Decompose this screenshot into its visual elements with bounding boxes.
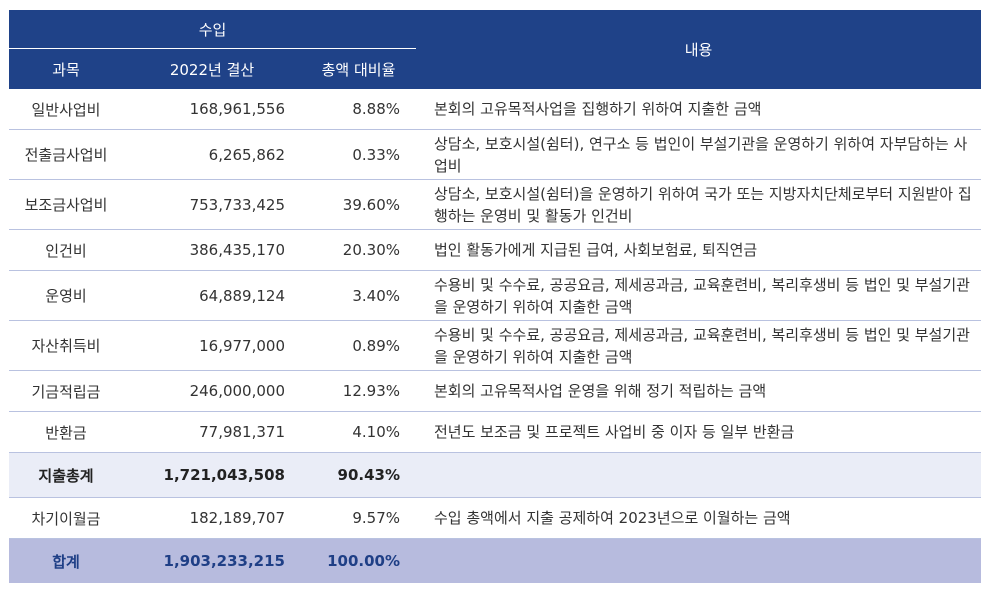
expenditure-total-row: 지출총계 1,721,043,508 90.43% — [9, 452, 981, 498]
row-subject: 전출금사업비 — [9, 129, 123, 180]
table-row: 기금적립금 246,000,000 12.93% 본회의 고유목적사업 운영을 … — [9, 370, 981, 412]
row-description: 수용비 및 수수료, 공공요금, 제세공과금, 교육훈련비, 복리후생비 등 법… — [416, 320, 981, 371]
row-description: 전년도 보조금 및 프로젝트 사업비 중 이자 등 일부 반환금 — [416, 411, 981, 453]
row-amount: 753,733,425 — [123, 179, 301, 230]
row-amount: 77,981,371 — [123, 411, 301, 453]
row-ratio: 4.10% — [301, 411, 416, 453]
header-row-top: 수입 내용 — [9, 10, 981, 89]
row-subject: 인건비 — [9, 229, 123, 271]
grand-total-row: 합계 1,903,233,215 100.00% — [9, 538, 981, 583]
row-subject: 일반사업비 — [9, 89, 123, 130]
row-subject: 반환금 — [9, 411, 123, 453]
carryover-ratio: 9.57% — [301, 497, 416, 539]
row-subject: 운영비 — [9, 270, 123, 321]
row-ratio: 8.88% — [301, 89, 416, 130]
row-amount: 386,435,170 — [123, 229, 301, 271]
row-ratio: 39.60% — [301, 179, 416, 230]
table-row: 보조금사업비 753,733,425 39.60% 상담소, 보호시설(쉼터)을… — [9, 179, 981, 230]
carryover-amount: 182,189,707 — [123, 497, 301, 539]
row-description: 법인 활동가에게 지급된 급여, 사회보험료, 퇴직연금 — [416, 229, 981, 271]
row-description: 본회의 고유목적사업 운영을 위해 정기 적립하는 금액 — [416, 370, 981, 412]
row-ratio: 20.30% — [301, 229, 416, 271]
grand-subject: 합계 — [9, 538, 123, 583]
grand-amount: 1,903,233,215 — [123, 538, 301, 583]
row-description: 상담소, 보호시설(쉼터), 연구소 등 법인이 부설기관을 운영하기 위하여 … — [416, 129, 981, 180]
total-description — [416, 452, 981, 498]
row-subject: 보조금사업비 — [9, 179, 123, 230]
settlement-header: 2022년 결산 — [123, 48, 301, 89]
table-row: 운영비 64,889,124 3.40% 수용비 및 수수료, 공공요금, 제세… — [9, 270, 981, 321]
table-row: 일반사업비 168,961,556 8.88% 본회의 고유목적사업을 집행하기… — [9, 89, 981, 130]
income-header: 수입 — [9, 10, 416, 49]
row-description: 수용비 및 수수료, 공공요금, 제세공과금, 교육훈련비, 복리후생비 등 법… — [416, 270, 981, 321]
total-subject: 지출총계 — [9, 452, 123, 498]
row-amount: 16,977,000 — [123, 320, 301, 371]
row-description: 상담소, 보호시설(쉼터)을 운영하기 위하여 국가 또는 지방자치단체로부터 … — [416, 179, 981, 230]
table-row: 전출금사업비 6,265,862 0.33% 상담소, 보호시설(쉼터), 연구… — [9, 129, 981, 180]
budget-table-container: 수입 내용 과목 2022년 결산 총액 대비율 일반사업비 168,961,5… — [9, 10, 981, 583]
row-ratio: 0.33% — [301, 129, 416, 180]
row-amount: 168,961,556 — [123, 89, 301, 130]
grand-description — [416, 538, 981, 583]
row-ratio: 12.93% — [301, 370, 416, 412]
row-subject: 기금적립금 — [9, 370, 123, 412]
row-ratio: 3.40% — [301, 270, 416, 321]
row-amount: 64,889,124 — [123, 270, 301, 321]
row-ratio: 0.89% — [301, 320, 416, 371]
table-row: 자산취득비 16,977,000 0.89% 수용비 및 수수료, 공공요금, … — [9, 320, 981, 371]
table-row: 반환금 77,981,371 4.10% 전년도 보조금 및 프로젝트 사업비 … — [9, 411, 981, 453]
total-amount: 1,721,043,508 — [123, 452, 301, 498]
grand-ratio: 100.00% — [301, 538, 416, 583]
carryover-description: 수입 총액에서 지출 공제하여 2023년으로 이월하는 금액 — [416, 497, 981, 539]
carryover-row: 차기이월금 182,189,707 9.57% 수입 총액에서 지출 공제하여 … — [9, 497, 981, 539]
carryover-subject: 차기이월금 — [9, 497, 123, 539]
subject-header: 과목 — [9, 48, 123, 89]
total-ratio: 90.43% — [301, 452, 416, 498]
row-amount: 246,000,000 — [123, 370, 301, 412]
ratio-header: 총액 대비율 — [301, 48, 416, 89]
row-amount: 6,265,862 — [123, 129, 301, 180]
table-row: 인건비 386,435,170 20.30% 법인 활동가에게 지급된 급여, … — [9, 229, 981, 271]
header-row-bottom: 과목 2022년 결산 총액 대비율 — [9, 48, 981, 89]
content-header: 내용 — [416, 10, 981, 89]
budget-table: 수입 내용 과목 2022년 결산 총액 대비율 일반사업비 168,961,5… — [9, 10, 981, 583]
row-subject: 자산취득비 — [9, 320, 123, 371]
row-description: 본회의 고유목적사업을 집행하기 위하여 지출한 금액 — [416, 89, 981, 130]
